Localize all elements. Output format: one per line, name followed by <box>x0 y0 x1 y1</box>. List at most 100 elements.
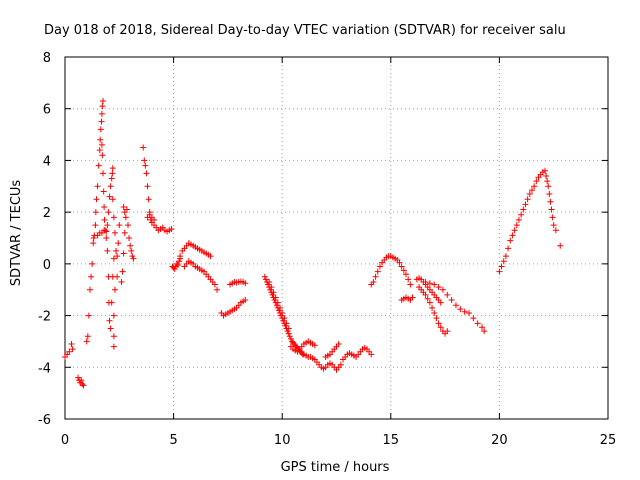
data-point <box>207 253 214 260</box>
data-point <box>368 351 375 358</box>
data-point <box>99 152 106 159</box>
data-point <box>128 247 135 254</box>
data-point <box>403 271 410 278</box>
data-point <box>110 343 117 350</box>
data-point <box>115 240 122 247</box>
data-point <box>502 253 509 260</box>
x-tick-label: 5 <box>169 433 177 448</box>
data-point <box>105 209 112 216</box>
data-point <box>113 247 120 254</box>
y-tick-label: 4 <box>43 154 51 169</box>
data-point <box>142 162 149 169</box>
data-point <box>437 324 444 331</box>
data-point <box>108 299 115 306</box>
data-point <box>496 268 503 275</box>
data-point <box>110 214 117 221</box>
data-point <box>262 276 269 283</box>
data-point <box>84 333 91 340</box>
data-point <box>176 258 183 265</box>
data-point <box>85 312 92 319</box>
data-point <box>522 201 529 208</box>
data-point <box>524 196 531 203</box>
data-point <box>168 225 175 232</box>
data-point <box>505 245 512 252</box>
y-tick-label: 6 <box>43 103 51 118</box>
data-point <box>465 309 472 316</box>
data-point <box>479 324 486 331</box>
data-point <box>86 286 93 293</box>
data-point <box>145 196 152 203</box>
data-point <box>422 278 429 285</box>
data-point <box>433 315 440 322</box>
data-point <box>120 250 127 257</box>
data-point <box>99 103 106 110</box>
data-point <box>110 255 117 262</box>
data-point <box>93 196 100 203</box>
data-point <box>130 255 137 262</box>
data-point <box>457 306 464 313</box>
x-tick-label: 25 <box>600 433 617 448</box>
data-point <box>470 315 477 322</box>
data-point <box>108 175 115 182</box>
data-point <box>437 299 444 306</box>
data-point <box>407 281 414 288</box>
data-point <box>144 183 151 190</box>
data-point <box>557 242 564 249</box>
data-point <box>515 216 522 223</box>
data-point <box>211 281 218 288</box>
data-point <box>511 227 518 234</box>
data-point <box>98 141 105 148</box>
data-point <box>376 263 383 270</box>
data-point <box>273 302 280 309</box>
data-point <box>548 206 555 213</box>
data-point <box>287 335 294 342</box>
data-point <box>549 214 556 221</box>
data-point <box>95 162 102 169</box>
plot-frame <box>64 56 609 420</box>
data-point <box>171 266 178 273</box>
data-point <box>111 229 118 236</box>
data-point <box>124 222 131 229</box>
chart-title: Day 018 of 2018, Sidereal Day-to-day VTE… <box>44 23 566 38</box>
data-point <box>284 328 291 335</box>
data-point <box>110 333 117 340</box>
axis-ticks: 0 5 10 15 20 25 -6 -4 -2 0 2 4 6 8 <box>38 51 616 448</box>
grid <box>65 57 608 419</box>
data-point <box>474 320 481 327</box>
data-point <box>429 304 436 311</box>
data-point <box>98 118 105 125</box>
data-point <box>279 309 286 316</box>
data-point <box>435 284 442 291</box>
data-point <box>267 286 274 293</box>
data-point <box>520 206 527 213</box>
data-point <box>66 348 73 355</box>
data-point <box>79 381 86 388</box>
data-point <box>97 136 104 143</box>
data-point <box>335 341 342 348</box>
data-point <box>109 165 116 172</box>
data-point <box>431 281 438 288</box>
data-point <box>268 284 275 291</box>
data-point <box>110 312 117 319</box>
y-tick-label: 2 <box>43 206 51 221</box>
data-point <box>513 222 520 229</box>
data-point <box>275 307 282 314</box>
data-point <box>126 235 133 241</box>
data-point <box>100 188 107 195</box>
data-point <box>270 289 277 296</box>
data-point <box>122 214 129 221</box>
data-point <box>518 211 525 218</box>
data-point <box>100 97 107 104</box>
data-point <box>285 330 292 337</box>
data-point <box>278 312 285 319</box>
data-point <box>543 172 550 179</box>
data-point <box>337 361 344 368</box>
data-point <box>431 309 438 316</box>
data-point <box>444 328 451 335</box>
data-point <box>281 315 288 322</box>
data-point <box>97 126 104 133</box>
data-point <box>68 341 75 348</box>
data-point <box>285 325 292 332</box>
data-point <box>286 333 293 340</box>
